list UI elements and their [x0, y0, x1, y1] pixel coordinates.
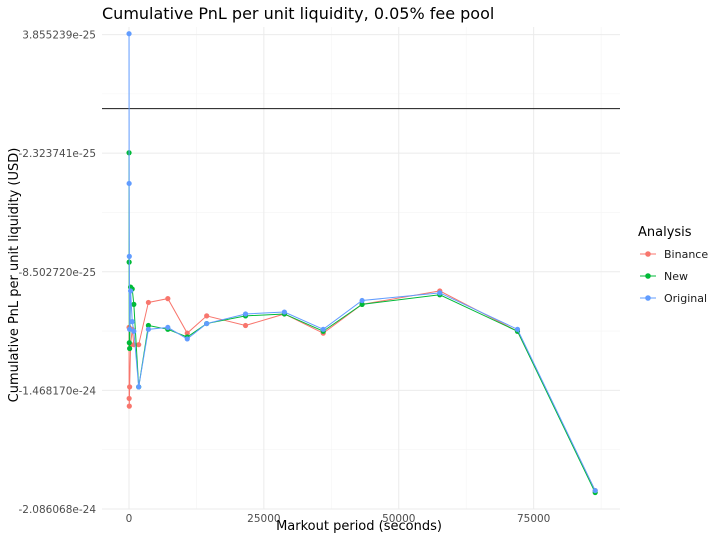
data-point-original [437, 290, 443, 296]
data-point-original [129, 319, 135, 325]
y-axis-ticks: 3.855239e-25 -2.323741e-25 -8.502720e-25 -1… [19, 30, 97, 516]
data-point-new [359, 301, 365, 307]
legend-label: Binance [664, 248, 708, 261]
y-axis-title: Cumulative PnL per unit liquidity (USD) [7, 148, 22, 403]
data-point-original [136, 384, 142, 390]
data-point-original [126, 31, 132, 37]
legend-item-binance: Binance [640, 248, 708, 261]
data-point-original [514, 326, 521, 332]
legend-title: Analysis [638, 225, 692, 240]
y-tick-label: -8.502720e-25 [19, 267, 97, 279]
data-point-new [145, 322, 152, 329]
legend-key-point [645, 273, 651, 279]
data-point-new [131, 301, 137, 307]
data-point-binance [145, 299, 152, 306]
legend-key-point [645, 251, 651, 257]
data-point-original [165, 324, 171, 331]
data-point-new [126, 340, 132, 346]
data-point-binance [184, 330, 190, 336]
y-tick-label: 3.855239e-25 [22, 30, 96, 42]
x-tick-label: 0 [126, 513, 133, 525]
series-line-original [128, 33, 596, 491]
data-point-new [127, 345, 133, 352]
legend-key-point [645, 295, 651, 301]
x-axis-ticks: 0 25000 50000 75000 [126, 513, 551, 525]
x-tick-label: 75000 [517, 513, 550, 525]
data-point-original [145, 326, 152, 332]
data-point-binance [242, 322, 249, 329]
data-point-binance [126, 403, 132, 409]
data-point-original [359, 297, 365, 304]
data-point-original [281, 309, 287, 315]
data-point-binance [127, 384, 133, 390]
data-point-binance [204, 313, 210, 319]
x-tick-label: 25000 [247, 513, 280, 525]
data-point-original [126, 253, 132, 259]
x-axis-title: Markout period (seconds) [276, 519, 442, 534]
legend: Analysis Binance New Original [638, 225, 708, 305]
data-point-original [204, 320, 210, 327]
data-point-original [126, 180, 132, 187]
data-point-original [127, 326, 133, 332]
legend-item-original: Original [640, 292, 707, 305]
data-point-original [320, 326, 326, 332]
data-point-binance [136, 342, 142, 348]
y-tick-label: -1.468170e-24 [19, 385, 97, 397]
data-point-original [242, 311, 249, 317]
legend-item-new: New [640, 270, 688, 283]
data-point-original [184, 336, 190, 342]
data-point-original [127, 288, 134, 294]
series-new [126, 150, 598, 496]
grid [102, 27, 620, 510]
chart-title: Cumulative PnL per unit liquidity, 0.05%… [102, 4, 494, 23]
data-point-original [131, 328, 137, 334]
data-point-binance [126, 395, 132, 402]
data-point-binance [165, 296, 171, 302]
legend-label: Original [664, 292, 707, 305]
legend-label: New [664, 270, 688, 283]
series-layer [126, 31, 598, 496]
x-tick-label: 50000 [382, 513, 415, 525]
y-tick-label: -2.086068e-24 [19, 504, 97, 516]
y-tick-label: -2.323741e-25 [19, 148, 97, 160]
series-original [126, 31, 598, 494]
data-point-original [592, 487, 598, 494]
